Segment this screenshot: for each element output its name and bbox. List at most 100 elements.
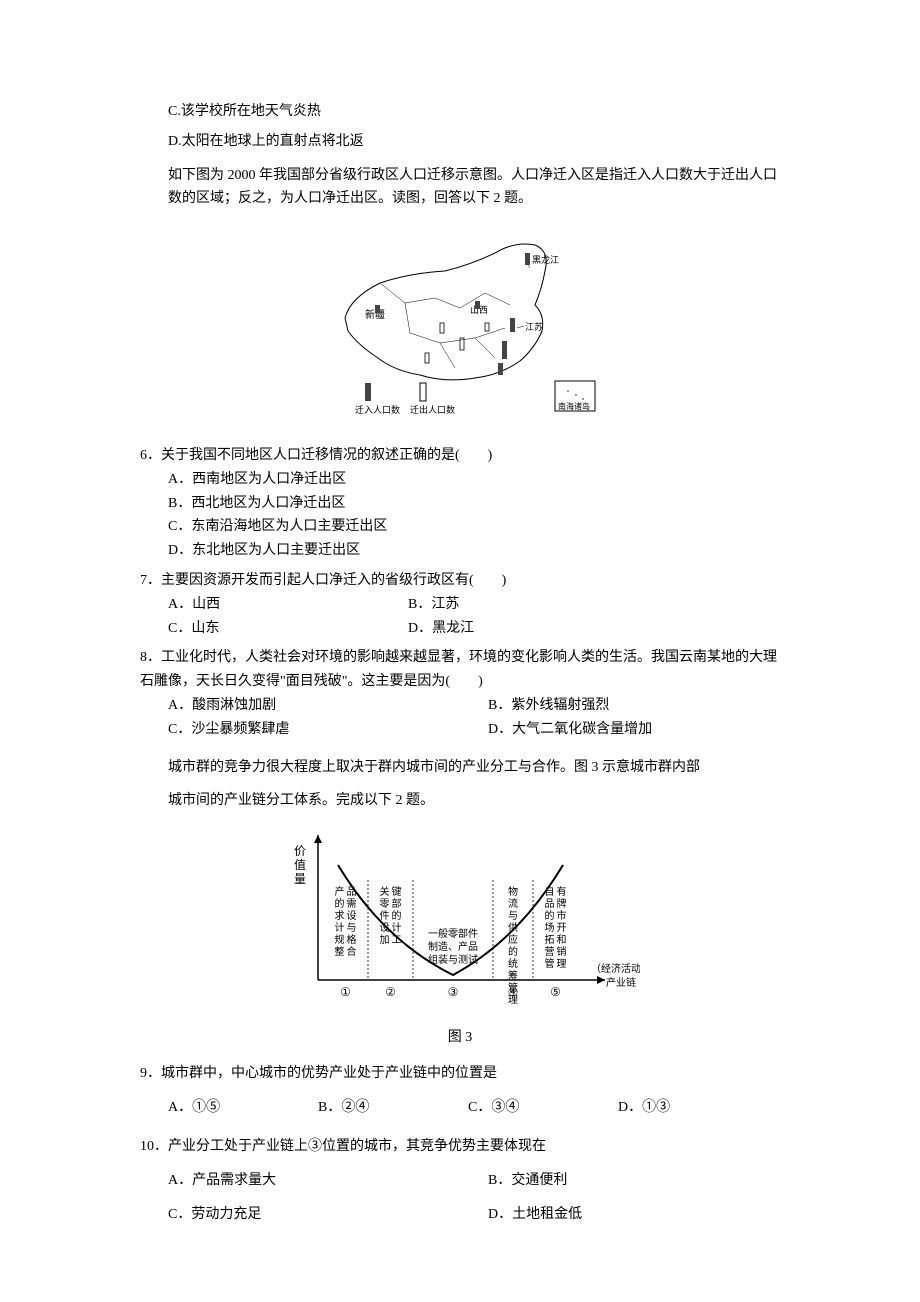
svg-text:整: 整 bbox=[335, 945, 345, 958]
svg-text:量: 量 bbox=[294, 872, 306, 886]
q10-row1: A．产品需求量大 B．交通便利 bbox=[140, 1169, 780, 1193]
svg-text:键: 键 bbox=[392, 885, 402, 898]
q7-option-d: D．黑龙江 bbox=[408, 617, 474, 641]
svg-text:统: 统 bbox=[508, 957, 518, 970]
svg-text:开: 开 bbox=[557, 923, 567, 934]
svg-text:设: 设 bbox=[347, 910, 357, 922]
svg-text:规: 规 bbox=[335, 933, 345, 946]
chart3-caption: 图 3 bbox=[140, 1026, 780, 1050]
q9-option-b: B．②④ bbox=[318, 1096, 468, 1120]
q6-option-a: A．西南地区为人口净迁出区 bbox=[140, 468, 780, 492]
chart3-svg: 价值量产品的需求设计与规格整合①关键零部件的设计加工②一般零部件制造、产品组装与… bbox=[280, 825, 640, 1015]
q6-option-c: C．东南沿海地区为人口主要迁出区 bbox=[140, 515, 780, 539]
svg-text:与: 与 bbox=[508, 910, 518, 922]
svg-text:品: 品 bbox=[545, 898, 555, 910]
svg-text:价: 价 bbox=[294, 844, 306, 858]
svg-text:销: 销 bbox=[557, 945, 567, 958]
svg-text:市: 市 bbox=[557, 909, 567, 922]
q8-stem: 8．工业化时代，人类社会对环境的影响越来越显著，环境的变化影响人类的生活。我国云… bbox=[140, 646, 780, 694]
svg-text:自: 自 bbox=[545, 885, 555, 898]
svg-text:格: 格 bbox=[347, 933, 357, 946]
svg-text:物: 物 bbox=[508, 885, 518, 898]
svg-text:求: 求 bbox=[335, 910, 345, 922]
svg-text:的: 的 bbox=[335, 897, 345, 910]
legend-out-icon bbox=[420, 383, 426, 401]
svg-text:制造、产品: 制造、产品 bbox=[428, 940, 478, 953]
svg-text:④: ④ bbox=[508, 985, 519, 999]
svg-text:零: 零 bbox=[380, 898, 390, 910]
svg-text:与: 与 bbox=[347, 922, 357, 934]
svg-text:有: 有 bbox=[557, 885, 567, 898]
svg-text:拓: 拓 bbox=[545, 934, 555, 946]
intro-paragraph-1: 如下图为 2000 年我国部分省级行政区人口迁移示意图。人口净迁入区是指迁入人口… bbox=[168, 164, 780, 212]
q8-option-d: D．大气二氧化碳含量增加 bbox=[488, 718, 652, 742]
svg-text:理: 理 bbox=[557, 958, 567, 970]
q8-row1: A．酸雨淋蚀加剧 B．紫外线辐射强烈 bbox=[140, 694, 780, 718]
legend-in-icon bbox=[365, 383, 371, 401]
svg-text:①: ① bbox=[340, 985, 351, 999]
svg-text:牌: 牌 bbox=[557, 897, 567, 910]
q7-option-c: C．山东 bbox=[168, 617, 408, 641]
svg-text:⑤: ⑤ bbox=[550, 985, 561, 999]
china-map-figure: 黑龙江 新疆 山西 江苏 迁入人口数 迁出人口数 南海诸岛 bbox=[140, 223, 780, 432]
q7-row2: C．山东 D．黑龙江 bbox=[140, 617, 780, 641]
q6-stem: 6．关于我国不同地区人口迁移情况的叙述正确的是( ) bbox=[140, 444, 780, 468]
legend-out-label: 迁出人口数 bbox=[410, 404, 455, 415]
svg-text:的: 的 bbox=[392, 909, 402, 922]
q8-row2: C．沙尘暴频繁肆虐 D．大气二氧化碳含量增加 bbox=[140, 718, 780, 742]
legend-in-label: 迁入人口数 bbox=[355, 404, 400, 415]
q7-stem: 7．主要因资源开发而引起人口净迁入的省级行政区有( ) bbox=[140, 569, 780, 593]
svg-text:合: 合 bbox=[347, 945, 357, 958]
q7-row1: A．山西 B．江苏 bbox=[140, 593, 780, 617]
svg-text:的: 的 bbox=[508, 945, 518, 958]
intro2-line1: 城市群的竞争力很大程度上取决于群内城市间的产业分工与合作。图 3 示意城市群内部 bbox=[140, 756, 780, 780]
svg-text:产业链: 产业链 bbox=[606, 976, 636, 989]
svg-text:计: 计 bbox=[392, 921, 402, 934]
svg-text:需: 需 bbox=[347, 898, 357, 910]
q10-row2: C．劳动力充足 D．土地租金低 bbox=[140, 1203, 780, 1227]
label-nanhai: 南海诸岛 bbox=[558, 401, 590, 411]
svg-text:工: 工 bbox=[392, 935, 402, 946]
label-heilongjiang: 黑龙江 bbox=[532, 254, 559, 265]
svg-text:（经济活动）: （经济活动） bbox=[591, 962, 640, 975]
svg-text:产: 产 bbox=[335, 885, 345, 898]
svg-text:部: 部 bbox=[392, 897, 402, 910]
svg-text:供: 供 bbox=[508, 921, 518, 934]
svg-text:应: 应 bbox=[508, 933, 518, 946]
svg-text:品: 品 bbox=[347, 886, 357, 898]
svg-text:营: 营 bbox=[545, 945, 555, 958]
label-jiangsu: 江苏 bbox=[525, 321, 543, 332]
svg-text:和: 和 bbox=[557, 934, 567, 946]
q9-options: A．①⑤ B．②④ C．③④ D．①③ bbox=[140, 1096, 780, 1120]
svg-text:设: 设 bbox=[380, 922, 390, 934]
prelude-option-d: D.太阳在地球上的直射点将北返 bbox=[140, 130, 780, 154]
svg-text:筹: 筹 bbox=[508, 969, 518, 982]
q8-option-c: C．沙尘暴频繁肆虐 bbox=[168, 718, 488, 742]
svg-text:件: 件 bbox=[380, 910, 390, 922]
svg-text:③: ③ bbox=[448, 985, 459, 999]
svg-text:的: 的 bbox=[545, 909, 555, 922]
svg-text:一般零部件: 一般零部件 bbox=[428, 927, 478, 940]
svg-text:组装与测试: 组装与测试 bbox=[428, 953, 478, 966]
chart3-figure: 价值量产品的需求设计与规格整合①关键零部件的设计加工②一般零部件制造、产品组装与… bbox=[140, 825, 780, 1050]
svg-text:②: ② bbox=[385, 985, 396, 999]
q6-option-d: D．东北地区为人口主要迁出区 bbox=[140, 539, 780, 563]
svg-text:关: 关 bbox=[380, 885, 390, 898]
svg-text:加: 加 bbox=[380, 934, 390, 946]
q7-option-b: B．江苏 bbox=[408, 593, 459, 617]
china-map-svg: 黑龙江 新疆 山西 江苏 迁入人口数 迁出人口数 南海诸岛 bbox=[310, 223, 610, 423]
svg-text:值: 值 bbox=[294, 857, 306, 872]
q9-option-d: D．①③ bbox=[618, 1096, 768, 1120]
svg-text:计: 计 bbox=[335, 921, 345, 934]
q10-stem: 10．产业分工处于产业链上③位置的城市，其竞争优势主要体现在 bbox=[140, 1135, 780, 1159]
q8-stem-text: 8．工业化时代，人类社会对环境的影响越来越显著，环境的变化影响人类的生活。我国云… bbox=[140, 646, 780, 694]
q6-option-b: B．西北地区为人口净迁出区 bbox=[140, 492, 780, 516]
q8-option-a: A．酸雨淋蚀加剧 bbox=[168, 694, 488, 718]
svg-text:流: 流 bbox=[508, 897, 518, 910]
q10-option-a: A．产品需求量大 bbox=[168, 1169, 488, 1193]
q9-option-c: C．③④ bbox=[468, 1096, 618, 1120]
q8-option-b: B．紫外线辐射强烈 bbox=[488, 694, 609, 718]
q7-option-a: A．山西 bbox=[168, 593, 408, 617]
intro2-line2: 城市间的产业链分工体系。完成以下 2 题。 bbox=[140, 789, 780, 813]
q10-option-c: C．劳动力充足 bbox=[168, 1203, 488, 1227]
